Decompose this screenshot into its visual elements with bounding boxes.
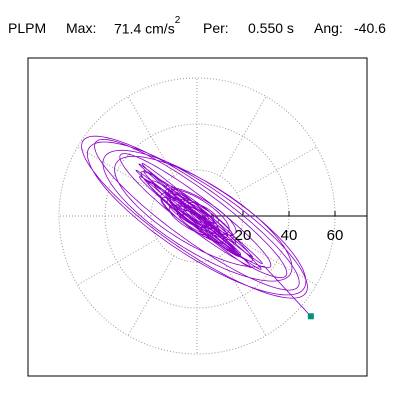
grid-spoke — [127, 96, 175, 177]
grid-spoke — [77, 238, 158, 286]
period-value: 0.550 s — [248, 20, 294, 36]
end-marker — [307, 313, 314, 320]
grid-spoke — [219, 96, 267, 177]
chart-header: PLPM Max: 71.4 cm/s2 Per: 0.550 s Ang: -… — [8, 15, 400, 44]
x-tick-label: 20 — [235, 227, 252, 244]
grid-spoke — [219, 255, 267, 336]
grid-spoke — [127, 255, 175, 336]
end-point-marker — [307, 313, 314, 320]
max-value: 71.4 cm/s2 — [114, 15, 181, 37]
angle-label: Ang: — [314, 20, 343, 36]
grid-spoke — [77, 146, 158, 194]
period-label: Per: — [203, 20, 229, 36]
trace-path — [81, 135, 312, 317]
plot-frame — [27, 57, 368, 377]
grid-spoke — [236, 146, 317, 194]
max-unit-exponent: 2 — [174, 15, 181, 26]
x-tick-label: 60 — [327, 227, 344, 244]
x-tick-label: 40 — [281, 227, 298, 244]
max-label: Max: — [66, 20, 97, 36]
tick-labels: 20 40 60 — [235, 227, 344, 244]
station-code: PLPM — [8, 20, 47, 36]
grid-spoke — [236, 238, 317, 286]
angle-value: -40.6 — [354, 20, 386, 36]
particle-motion-trace — [81, 135, 312, 317]
